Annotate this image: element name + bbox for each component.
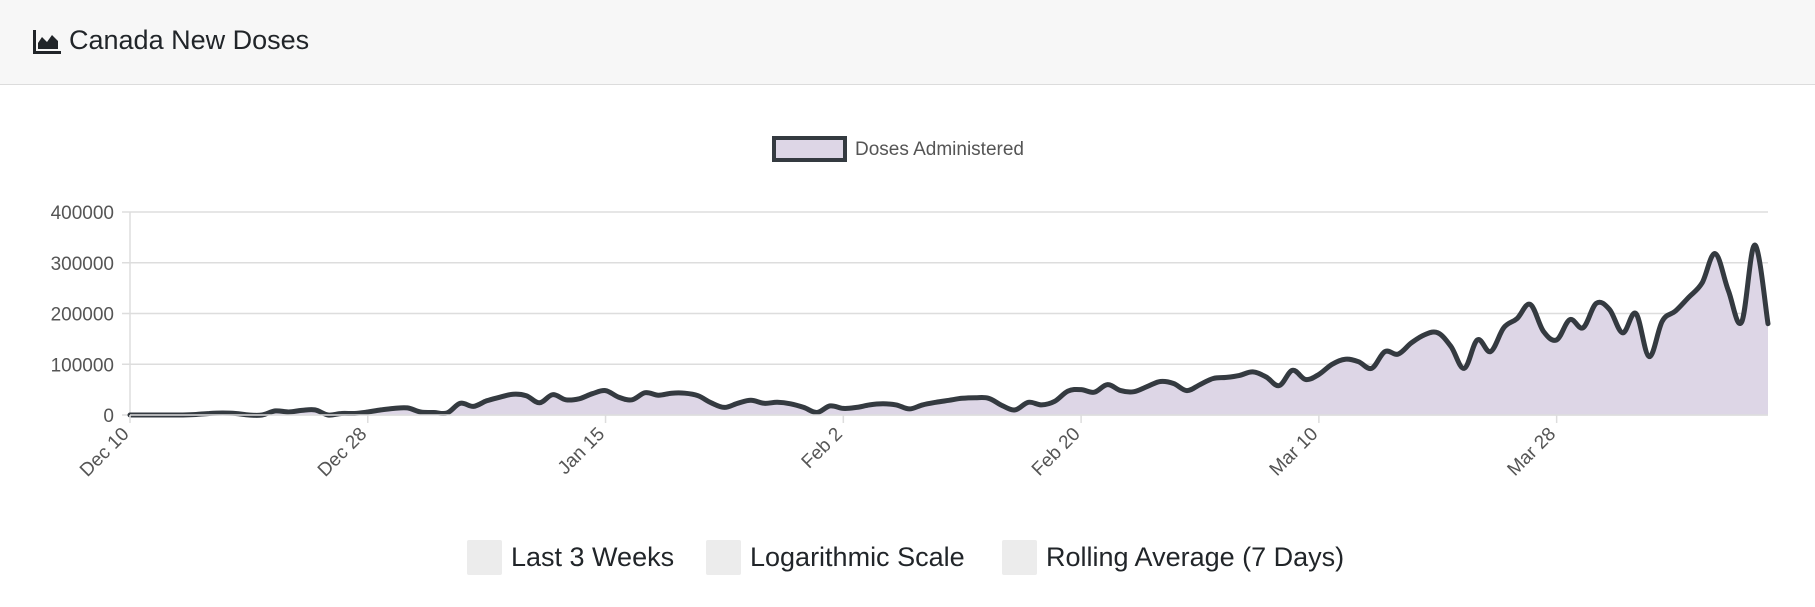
last-3-weeks-checkbox[interactable] [467,539,502,575]
chart-legend[interactable]: Doses Administered [772,136,1024,162]
series-area-doses [130,244,1768,416]
card-header: Canada New Doses [0,0,1815,85]
x-tick-label: Mar 28 [1504,424,1561,481]
y-axis: 0 100000 200000 300000 400000 [51,203,131,427]
x-tick-label: Feb 2 [798,424,847,473]
y-tick-label: 100000 [51,355,114,376]
x-tick-label: Dec 10 [76,424,133,481]
rolling-average-toggle[interactable]: Rolling Average (7 Days) [1002,536,1344,578]
chart-options: Last 3 Weeks Logarithmic Scale Rolling A… [0,536,1815,578]
x-tick-label: Feb 20 [1028,424,1085,481]
logarithmic-scale-label: Logarithmic Scale [750,541,965,572]
legend-swatch [772,136,847,162]
chart-title: Canada New Doses [69,25,310,55]
x-axis: Dec 10 Dec 28 Jan 15 Feb 2 Feb 20 Mar 10 Mar 2… [76,414,1768,481]
y-tick-label: 400000 [51,203,114,224]
legend-label: Doses Administered [855,139,1024,160]
logarithmic-scale-checkbox[interactable] [706,539,741,575]
last-3-weeks-toggle[interactable]: Last 3 Weeks [467,536,674,578]
y-tick-label: 300000 [51,254,114,275]
x-tick-label: Dec 28 [314,424,371,481]
x-tick-label: Mar 10 [1266,424,1323,481]
rolling-average-label: Rolling Average (7 Days) [1046,541,1345,572]
series-line-doses [127,242,1771,418]
y-tick-label: 0 [103,406,114,427]
last-3-weeks-label: Last 3 Weeks [511,541,675,572]
doses-chart: Doses Administered 0 100000 200000 300000 40… [51,136,1771,481]
area-chart-icon [33,30,61,54]
y-tick-label: 200000 [51,305,114,326]
logarithmic-scale-toggle[interactable]: Logarithmic Scale [706,536,965,578]
rolling-average-checkbox[interactable] [1002,539,1037,575]
x-tick-label: Jan 15 [554,424,609,479]
